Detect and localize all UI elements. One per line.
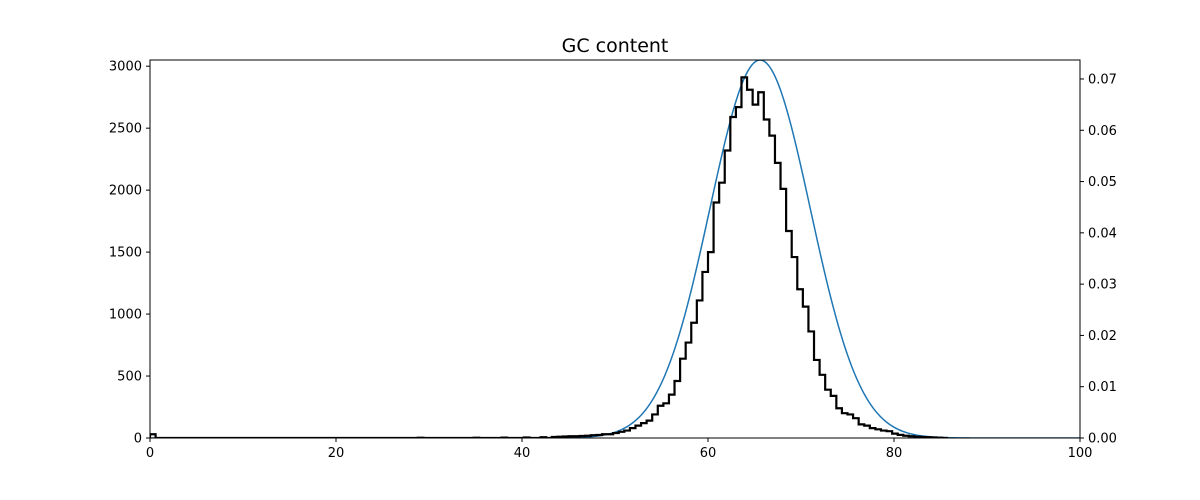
normal-fit-line bbox=[150, 60, 1080, 438]
plot-clip-group bbox=[150, 60, 1080, 438]
y2-tick-label: 0.03 bbox=[1088, 278, 1117, 293]
chart-title: GC content bbox=[562, 35, 669, 57]
x-tick-label: 40 bbox=[514, 446, 531, 461]
x-axis: 0 20 40 60 80 100 bbox=[146, 438, 1093, 461]
y2-tick-label: 0.04 bbox=[1088, 226, 1117, 241]
histogram-step-line bbox=[150, 76, 948, 438]
y-tick-label: 2500 bbox=[109, 122, 142, 137]
x-tick-label: 100 bbox=[1068, 446, 1093, 461]
y-tick-label: 3000 bbox=[109, 60, 142, 75]
y-tick-label: 1500 bbox=[109, 246, 142, 261]
y-tick-label: 500 bbox=[117, 370, 142, 385]
x-tick-label: 80 bbox=[886, 446, 903, 461]
y2-tick-label: 0.00 bbox=[1088, 432, 1117, 447]
axes-frame bbox=[149, 59, 1081, 439]
plot-area bbox=[150, 60, 1080, 438]
y2-tick-label: 0.07 bbox=[1088, 72, 1117, 87]
x-tick-label: 60 bbox=[700, 446, 717, 461]
y-tick-label: 2000 bbox=[109, 184, 142, 199]
y-axis-right: 0.00 0.01 0.02 0.03 0.04 0.05 0.06 0.07 bbox=[1080, 72, 1117, 447]
y2-tick-label: 0.02 bbox=[1088, 329, 1117, 344]
y-axis-left: 0 500 1000 1500 2000 2500 3000 bbox=[109, 60, 150, 447]
x-tick-label: 20 bbox=[328, 446, 345, 461]
y2-tick-label: 0.05 bbox=[1088, 175, 1117, 190]
y2-tick-label: 0.01 bbox=[1088, 380, 1117, 395]
y-tick-label: 1000 bbox=[109, 308, 142, 323]
x-tick-label: 0 bbox=[146, 446, 154, 461]
y-tick-label: 0 bbox=[134, 432, 142, 447]
y2-tick-label: 0.06 bbox=[1088, 124, 1117, 139]
